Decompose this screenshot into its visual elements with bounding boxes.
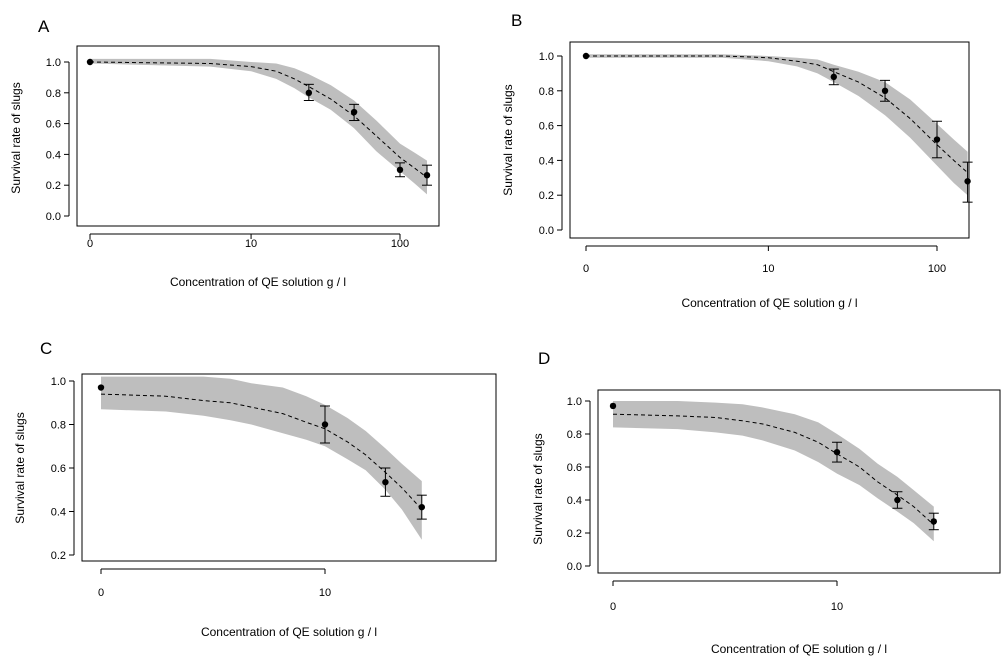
y-tick-label: 0.4	[567, 495, 582, 507]
y-tick-label: 0.2	[46, 180, 61, 192]
y-axis-title: Survival rate of slugs	[501, 84, 515, 195]
data-point	[423, 171, 431, 179]
x-axis-title: Concentration of QE solution g / l	[170, 275, 346, 289]
data-point	[933, 136, 941, 143]
y-tick-label: 0.8	[51, 420, 66, 432]
x-tick-label: 10	[831, 601, 843, 613]
x-axis-title: Concentration of QE solution g / l	[711, 642, 887, 656]
plot-area	[586, 54, 968, 196]
y-tick-label: 0.2	[51, 550, 66, 562]
x-tick-label: 0	[610, 601, 616, 613]
confidence-band	[586, 54, 968, 196]
y-tick-label: 0.4	[46, 149, 61, 161]
x-axis-title: Concentration of QE solution g / l	[681, 296, 857, 310]
data-point	[86, 58, 94, 66]
chart-panel-b: B 0.0 0.2 0.4 0.6 0.8 1.0 0 10 100 Concentration o…	[501, 11, 973, 310]
data-point	[830, 73, 837, 81]
x-tick-label: 0	[98, 587, 104, 599]
fitted-curve	[586, 55, 968, 173]
plot-frame	[569, 41, 970, 239]
panel-label: D	[538, 349, 550, 368]
y-tick-label: 0.0	[46, 211, 61, 223]
confidence-band	[613, 401, 934, 542]
y-tick-label: 0.4	[539, 155, 554, 167]
y-tick-label: 1.0	[51, 376, 66, 388]
x-tick-label: 100	[928, 263, 946, 275]
x-tick-label: 100	[391, 238, 409, 250]
y-tick-label: 0.2	[567, 528, 582, 540]
data-point	[833, 448, 841, 456]
panel-label: B	[511, 11, 522, 30]
confidence-band	[101, 376, 422, 540]
data-point	[97, 384, 105, 391]
y-tick-label: 0.6	[567, 462, 582, 474]
data-point	[582, 52, 590, 60]
y-tick-label: 0.6	[46, 119, 61, 131]
data-point	[609, 402, 617, 410]
y-tick-label: 1.0	[46, 57, 61, 69]
plot-area	[612, 401, 935, 542]
fitted-curve	[89, 61, 428, 178]
data-point	[305, 89, 313, 97]
x-tick-label: 0	[87, 238, 93, 250]
chart-panel-a: A 0.0 0.2 0.4 0.6 0.8 1.0 0 10 100 Concentration o…	[9, 17, 440, 289]
y-axis-title: Survival rate of slugs	[9, 82, 23, 193]
y-tick-label: 0.8	[46, 88, 61, 100]
plot-area	[89, 58, 428, 195]
y-tick-label: 0.4	[51, 507, 66, 519]
data-point	[321, 421, 329, 428]
y-tick-label: 0.6	[51, 463, 66, 475]
data-point	[894, 496, 901, 504]
y-axis-title: Survival rate of slugs	[13, 412, 27, 523]
chart-panel-d: D 0.0 0.2 0.4 0.6 0.8 1.0 0 10 Concentration of Q…	[531, 349, 1001, 656]
x-tick-label: 0	[583, 263, 589, 275]
data-point	[930, 518, 937, 525]
panel-label: C	[40, 339, 52, 358]
x-tick-label: 10	[319, 587, 331, 599]
y-tick-label: 0.2	[539, 190, 554, 202]
y-tick-label: 0.8	[539, 86, 554, 98]
y-tick-label: 1.0	[567, 396, 582, 408]
x-axis-title: Concentration of QE solution g / l	[201, 625, 377, 639]
x-tick-label: 10	[245, 238, 257, 250]
y-axis-title: Survival rate of slugs	[531, 433, 545, 544]
data-point	[881, 87, 889, 95]
plot-frame	[597, 389, 1001, 574]
data-point	[350, 108, 358, 116]
confidence-band	[90, 58, 427, 195]
data-point	[964, 178, 971, 185]
plot-frame	[76, 45, 440, 227]
panel-label: A	[38, 17, 50, 36]
y-tick-label: 0.0	[539, 225, 554, 237]
y-tick-label: 1.0	[539, 51, 554, 63]
data-point	[382, 478, 389, 486]
plot-area	[100, 376, 423, 540]
y-tick-label: 0.8	[567, 429, 582, 441]
chart-panel-c: C 0.2 0.4 0.6 0.8 1.0 0 10 Concentration of QE s…	[13, 339, 497, 639]
y-tick-label: 0.6	[539, 121, 554, 133]
plot-frame	[81, 373, 497, 562]
data-point	[418, 503, 425, 511]
data-point	[396, 166, 404, 173]
x-tick-label: 10	[762, 263, 774, 275]
y-tick-label: 0.0	[567, 561, 582, 573]
